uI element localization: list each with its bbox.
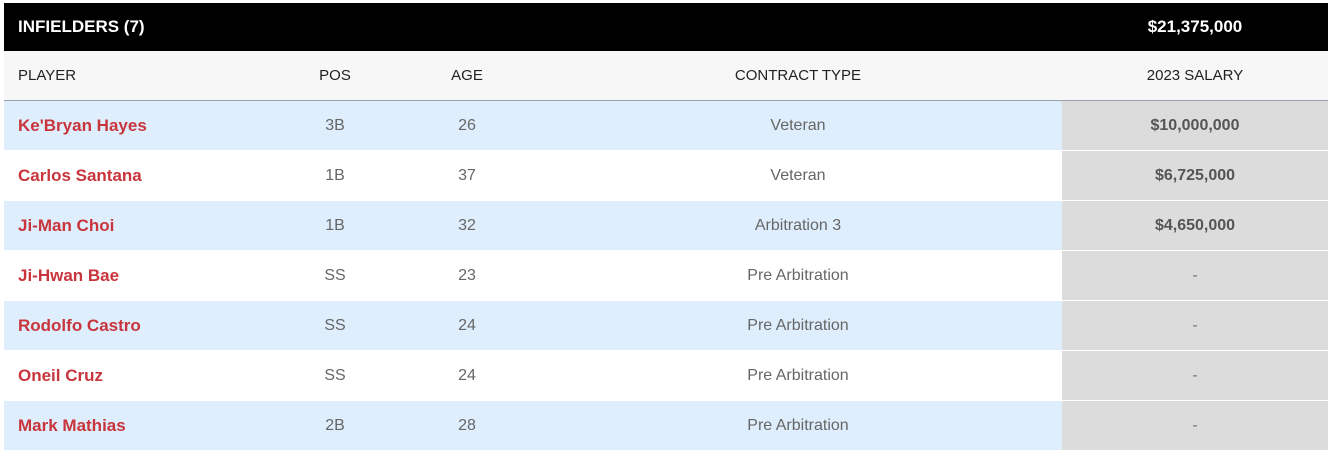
player-name-link[interactable]: Carlos Santana	[4, 150, 270, 201]
player-contract-type: Arbitration 3	[534, 200, 1062, 251]
infielders-table: INFIELDERS (7) $21,375,000 PLAYER POS AG…	[4, 3, 1328, 451]
player-name-link[interactable]: Rodolfo Castro	[4, 300, 270, 351]
player-salary: -	[1062, 250, 1328, 301]
player-position: 1B	[270, 200, 400, 251]
player-salary: -	[1062, 300, 1328, 351]
player-position: SS	[270, 300, 400, 351]
player-contract-type: Veteran	[534, 100, 1062, 151]
column-header-player[interactable]: PLAYER	[4, 51, 270, 101]
player-age: 24	[400, 300, 534, 351]
table-row: Ke'Bryan Hayes 3B 26 Veteran $10,000,000	[4, 100, 1328, 151]
player-age: 23	[400, 250, 534, 301]
player-name-link[interactable]: Ji-Man Choi	[4, 200, 270, 251]
player-salary: -	[1062, 350, 1328, 401]
table-row: Rodolfo Castro SS 24 Pre Arbitration -	[4, 300, 1328, 351]
player-contract-type: Pre Arbitration	[534, 300, 1062, 351]
group-header-row: INFIELDERS (7) $21,375,000	[4, 3, 1328, 51]
column-header-row: PLAYER POS AGE CONTRACT TYPE 2023 SALARY	[4, 51, 1328, 101]
column-header-age[interactable]: AGE	[400, 51, 534, 101]
player-name-link[interactable]: Ke'Bryan Hayes	[4, 100, 270, 151]
player-position: SS	[270, 350, 400, 401]
player-position: 2B	[270, 400, 400, 451]
group-title: INFIELDERS (7)	[4, 3, 1062, 51]
infielders-table-container: INFIELDERS (7) $21,375,000 PLAYER POS AG…	[4, 3, 1328, 451]
player-contract-type: Pre Arbitration	[534, 250, 1062, 301]
column-header-contract-type[interactable]: CONTRACT TYPE	[534, 51, 1062, 101]
player-salary: $6,725,000	[1062, 150, 1328, 201]
player-position: 3B	[270, 100, 400, 151]
player-salary: -	[1062, 400, 1328, 451]
table-row: Oneil Cruz SS 24 Pre Arbitration -	[4, 350, 1328, 401]
player-contract-type: Pre Arbitration	[534, 400, 1062, 451]
column-header-pos[interactable]: POS	[270, 51, 400, 101]
player-age: 28	[400, 400, 534, 451]
table-row: Mark Mathias 2B 28 Pre Arbitration -	[4, 400, 1328, 451]
player-age: 37	[400, 150, 534, 201]
table-row: Carlos Santana 1B 37 Veteran $6,725,000	[4, 150, 1328, 201]
player-name-link[interactable]: Mark Mathias	[4, 400, 270, 451]
player-salary: $10,000,000	[1062, 100, 1328, 151]
column-header-salary[interactable]: 2023 SALARY	[1062, 51, 1328, 101]
player-position: SS	[270, 250, 400, 301]
player-contract-type: Pre Arbitration	[534, 350, 1062, 401]
player-name-link[interactable]: Ji-Hwan Bae	[4, 250, 270, 301]
table-row: Ji-Hwan Bae SS 23 Pre Arbitration -	[4, 250, 1328, 301]
player-salary: $4,650,000	[1062, 200, 1328, 251]
group-total-salary: $21,375,000	[1062, 3, 1328, 51]
player-age: 24	[400, 350, 534, 401]
player-name-link[interactable]: Oneil Cruz	[4, 350, 270, 401]
player-contract-type: Veteran	[534, 150, 1062, 201]
table-row: Ji-Man Choi 1B 32 Arbitration 3 $4,650,000	[4, 200, 1328, 251]
player-position: 1B	[270, 150, 400, 201]
player-age: 26	[400, 100, 534, 151]
player-age: 32	[400, 200, 534, 251]
